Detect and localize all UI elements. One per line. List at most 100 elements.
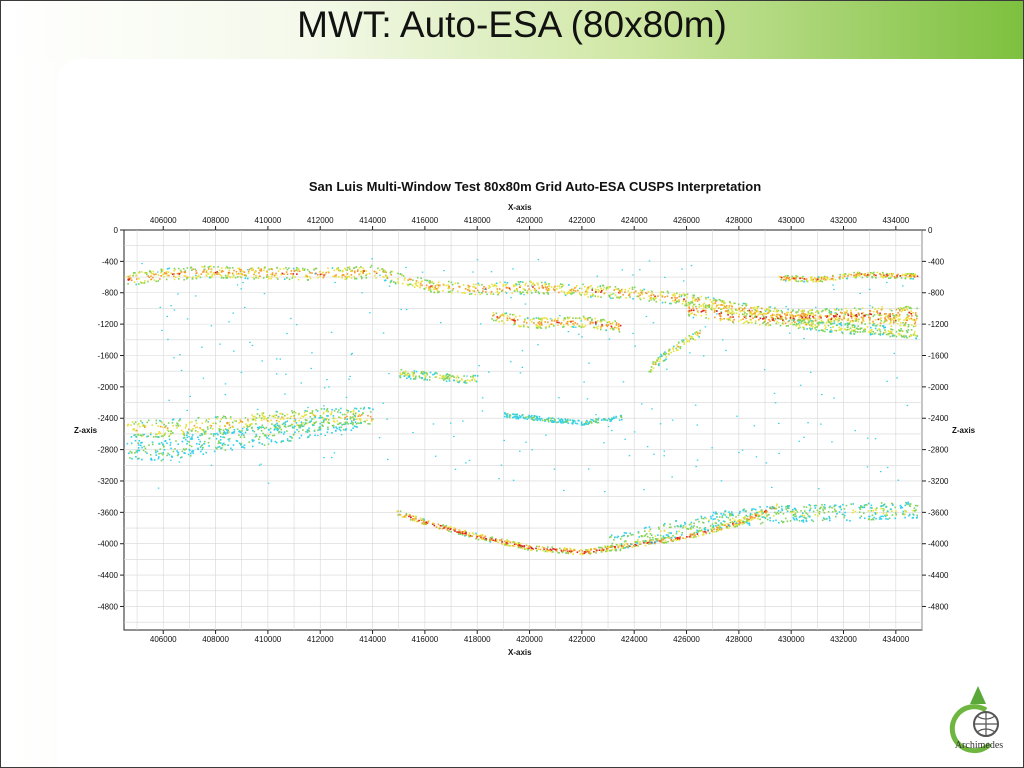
data-point xyxy=(590,296,592,298)
data-point xyxy=(524,548,527,550)
data-point xyxy=(584,317,586,319)
data-point xyxy=(495,539,498,541)
data-point xyxy=(788,319,791,322)
data-point xyxy=(730,514,733,516)
data-point xyxy=(461,533,464,536)
data-point xyxy=(350,429,353,432)
data-point xyxy=(280,440,283,443)
data-point xyxy=(584,293,586,296)
data-point xyxy=(262,415,265,418)
data-point xyxy=(664,359,666,362)
data-point xyxy=(474,380,477,383)
data-point xyxy=(573,289,575,292)
data-point xyxy=(457,381,459,383)
data-point xyxy=(448,285,450,288)
data-point xyxy=(314,414,317,417)
data-point xyxy=(439,284,441,287)
data-point xyxy=(789,510,792,513)
data-point xyxy=(706,304,709,307)
z-tick-label-left: -2800 xyxy=(98,446,119,455)
data-point xyxy=(572,326,575,329)
data-point xyxy=(907,275,909,278)
data-point xyxy=(886,514,888,517)
data-point xyxy=(879,332,882,335)
data-point xyxy=(229,267,231,269)
data-point xyxy=(913,276,916,278)
data-point xyxy=(815,279,818,282)
data-point xyxy=(791,314,793,317)
data-point xyxy=(572,420,575,422)
data-point xyxy=(875,509,877,512)
data-point xyxy=(872,330,875,333)
data-point xyxy=(135,436,137,438)
data-point xyxy=(283,431,286,433)
data-point xyxy=(195,422,198,425)
data-point xyxy=(751,518,753,521)
data-point xyxy=(274,423,277,426)
data-point xyxy=(185,423,188,426)
data-point xyxy=(763,312,766,315)
data-point xyxy=(733,519,736,522)
data-point xyxy=(448,374,451,376)
data-point xyxy=(839,317,841,320)
data-point xyxy=(894,506,897,509)
data-point xyxy=(222,429,225,431)
data-point xyxy=(277,417,279,420)
data-point xyxy=(691,305,694,308)
data-point xyxy=(283,278,286,280)
data-point xyxy=(762,512,764,514)
data-point xyxy=(442,524,445,527)
data-point xyxy=(383,279,386,282)
data-point xyxy=(769,320,771,323)
data-point xyxy=(682,292,685,295)
data-point xyxy=(834,313,837,315)
data-point xyxy=(127,283,129,285)
data-point xyxy=(456,290,459,293)
data-point xyxy=(731,320,734,323)
data-point xyxy=(475,532,477,535)
data-point xyxy=(166,442,168,445)
data-point xyxy=(791,275,794,278)
data-point xyxy=(794,513,797,515)
data-point xyxy=(891,502,893,505)
data-point xyxy=(312,422,315,425)
data-point xyxy=(499,288,501,290)
data-point xyxy=(464,381,466,384)
data-point xyxy=(528,288,530,290)
data-point xyxy=(183,436,186,439)
data-point xyxy=(180,429,183,432)
data-point xyxy=(771,506,774,508)
data-point xyxy=(445,526,447,528)
data-point xyxy=(517,545,520,548)
data-point xyxy=(846,310,848,312)
data-point xyxy=(879,334,882,336)
data-point xyxy=(899,318,901,320)
data-point xyxy=(141,441,143,444)
data-point xyxy=(700,314,703,317)
data-point xyxy=(750,319,753,321)
data-point xyxy=(841,312,843,314)
data-point xyxy=(576,317,579,320)
data-point xyxy=(605,550,607,553)
data-point xyxy=(708,532,711,534)
data-point xyxy=(884,320,886,322)
data-point xyxy=(597,291,600,293)
data-point xyxy=(787,308,789,311)
data-point xyxy=(882,509,885,512)
data-point xyxy=(401,516,404,518)
data-point xyxy=(538,286,541,289)
data-point xyxy=(517,416,520,419)
data-point xyxy=(246,425,249,428)
data-point xyxy=(198,443,201,446)
data-point xyxy=(828,321,831,324)
data-point xyxy=(739,510,741,513)
data-point xyxy=(344,416,346,419)
z-tick-label-left: -800 xyxy=(102,289,119,298)
data-point xyxy=(724,510,727,512)
data-point xyxy=(822,321,825,324)
data-point xyxy=(130,436,133,438)
data-point xyxy=(184,270,187,272)
data-point xyxy=(911,324,913,326)
data-point xyxy=(865,313,867,316)
data-point xyxy=(623,543,626,546)
